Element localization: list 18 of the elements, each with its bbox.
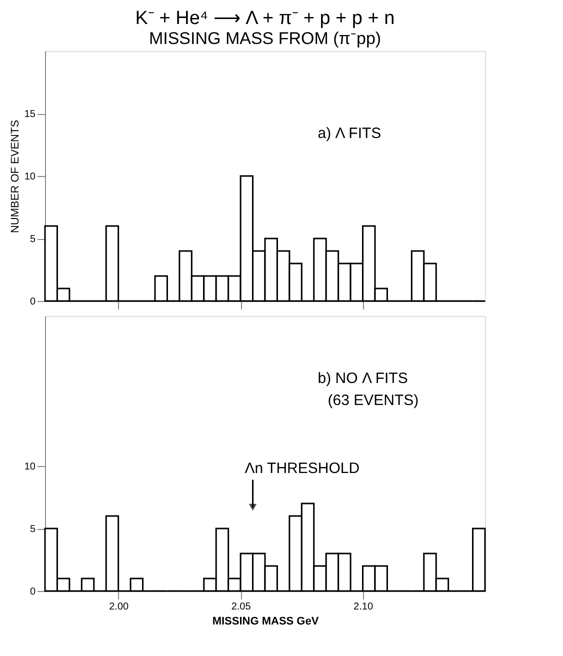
x-tick-label: 2.10 — [354, 602, 374, 612]
y-tick-label: 10 — [24, 462, 36, 472]
y-tick-label: 10 — [24, 172, 36, 182]
x-axis-title: MISSING MASS GeV — [212, 616, 320, 628]
y-tick-label: 0 — [30, 586, 36, 598]
annotation: b) NO Λ FITS — [318, 370, 408, 387]
annotation: Λn THRESHOLD — [244, 460, 360, 477]
annotation: a) Λ FITS — [318, 125, 382, 142]
y-tick-label: 15 — [24, 109, 36, 120]
chart-title: K⁻ + He⁴ ⟶ Λ + π⁻ + p + p + n — [135, 8, 395, 29]
x-tick-label: 2.00 — [109, 602, 129, 612]
chart-subtitle: MISSING MASS FROM (π⁻pp) — [148, 29, 382, 48]
y-axis-title: NUMBER OF EVENTS — [9, 120, 22, 234]
y-tick-label: 0 — [30, 296, 36, 308]
x-tick-label: 2.05 — [231, 602, 252, 612]
annotation: (63 EVENTS) — [328, 392, 419, 409]
y-tick-label: 5 — [30, 524, 36, 535]
y-tick-label: 5 — [30, 234, 36, 245]
